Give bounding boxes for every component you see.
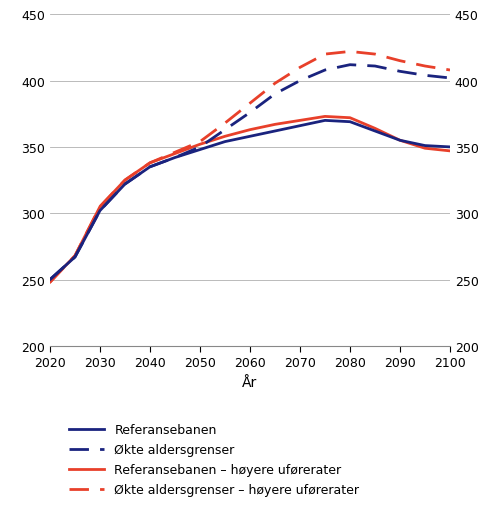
Legend: Referansebanen, Økte aldersgrenser, Referansebanen – høyere uførerater, Økte ald: Referansebanen, Økte aldersgrenser, Refe… (64, 418, 364, 501)
X-axis label: År: År (242, 375, 258, 389)
